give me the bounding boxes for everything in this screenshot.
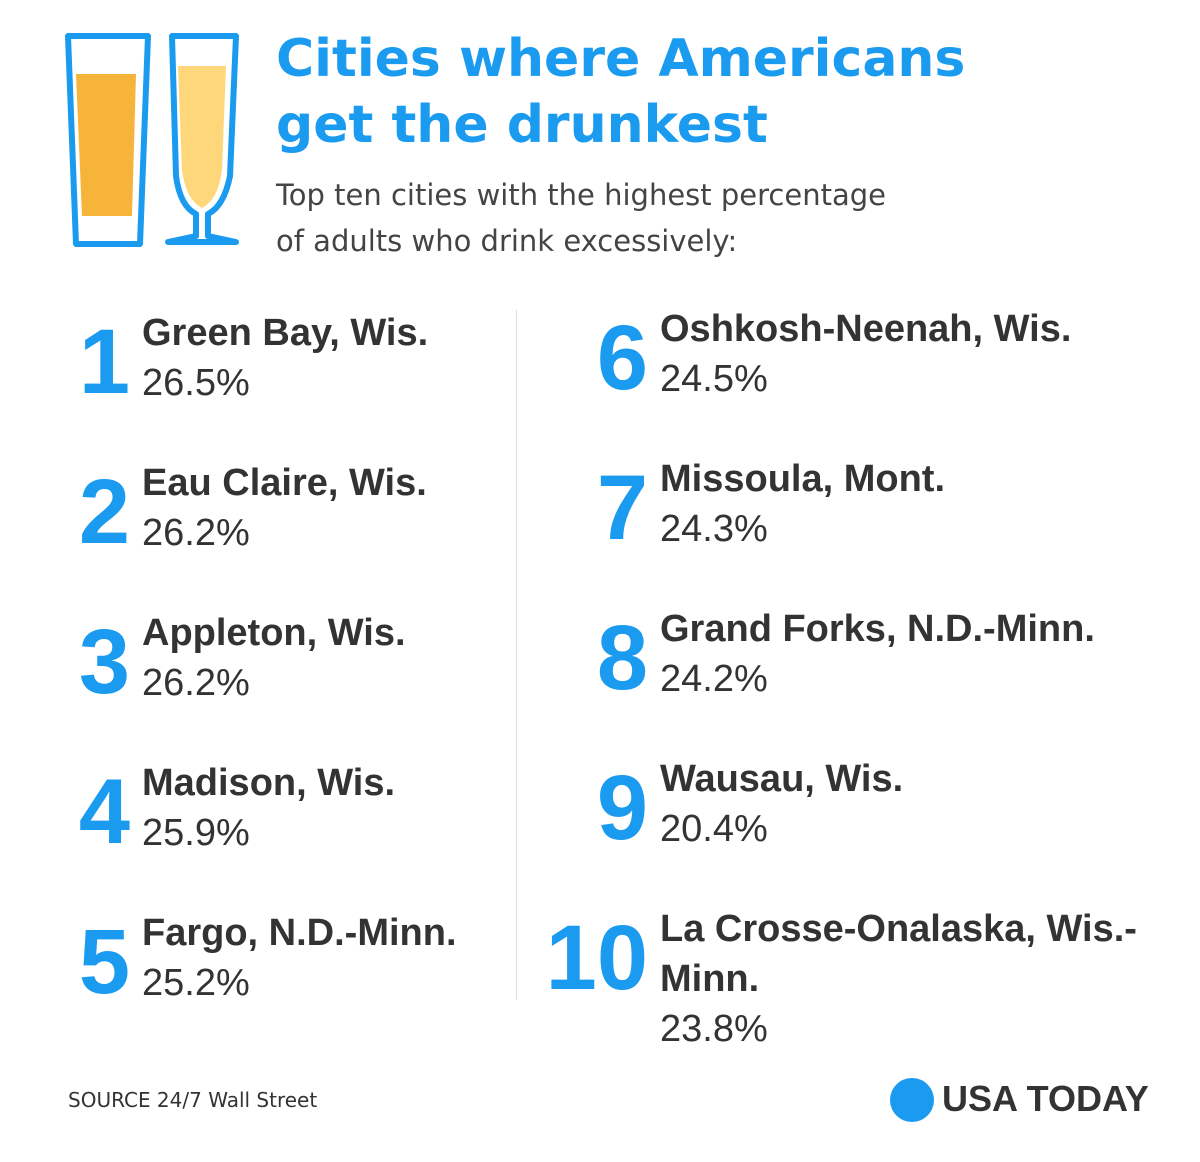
percent: 26.5% (142, 362, 250, 404)
item-text: Grand Forks, N.D.-Minn. 24.2% (660, 604, 1095, 704)
subtitle-line: Top ten cities with the highest percenta… (276, 178, 886, 212)
city-name: Green Bay, Wis. (142, 312, 429, 354)
percent: 24.2% (660, 658, 768, 700)
item-text: La Crosse-Onalaska, Wis.-Minn. 23.8% (660, 904, 1160, 1054)
rank-number: 1 (78, 311, 130, 413)
item-text: Fargo, N.D.-Minn. 25.2% (142, 908, 457, 1008)
rank-number: 8 (596, 607, 648, 709)
item-text: Wausau, Wis. 20.4% (660, 754, 903, 854)
source: SOURCE 24/7 Wall Street (68, 1088, 318, 1112)
city-name: Eau Claire, Wis. (142, 462, 427, 504)
rank-number: 10 (545, 907, 648, 1009)
city-name: Appleton, Wis. (142, 612, 406, 654)
subtitle-line: of adults who drink excessively: (276, 224, 738, 258)
rank-number: 6 (596, 307, 648, 409)
item-text: Madison, Wis. 25.9% (142, 758, 395, 858)
city-name: Missoula, Mont. (660, 458, 945, 500)
percent: 24.3% (660, 508, 768, 550)
beer-glasses-icon (65, 33, 239, 247)
city-name: Madison, Wis. (142, 762, 396, 804)
rank-number: 4 (78, 761, 130, 863)
divider (516, 310, 517, 1000)
title: Cities where Americans get the drunkest (276, 26, 965, 158)
rank-number: 5 (78, 911, 130, 1013)
percent: 26.2% (142, 662, 250, 704)
city-name: Oshkosh-Neenah, Wis. (660, 308, 1072, 350)
rank-number: 2 (78, 461, 130, 563)
logo-dot (890, 1078, 934, 1122)
rank-number: 3 (78, 611, 130, 713)
percent: 25.2% (142, 962, 250, 1004)
item-text: Green Bay, Wis. 26.5% (142, 308, 428, 408)
city-name: Fargo, N.D.-Minn. (142, 912, 457, 954)
percent: 26.2% (142, 512, 250, 554)
city-name: Grand Forks, N.D.-Minn. (660, 608, 1095, 650)
city-name: La Crosse-Onalaska, Wis.-Minn. (660, 908, 1137, 1000)
percent: 24.5% (660, 358, 768, 400)
percent: 20.4% (660, 808, 768, 850)
percent: 23.8% (660, 1008, 768, 1050)
subtitle: Top ten cities with the highest percenta… (276, 172, 886, 264)
title-line: Cities where Americans (276, 29, 966, 89)
logo: USA TODAY (942, 1078, 1149, 1119)
item-text: Appleton, Wis. 26.2% (142, 608, 406, 708)
rank-number: 9 (596, 757, 648, 859)
item-text: Eau Claire, Wis. 26.2% (142, 458, 427, 558)
item-text: Oshkosh-Neenah, Wis. 24.5% (660, 304, 1071, 404)
rank-number: 7 (596, 457, 648, 559)
title-line: get the drunkest (276, 95, 768, 155)
percent: 25.9% (142, 812, 250, 854)
city-name: Wausau, Wis. (660, 758, 904, 800)
item-text: Missoula, Mont. 24.3% (660, 454, 945, 554)
